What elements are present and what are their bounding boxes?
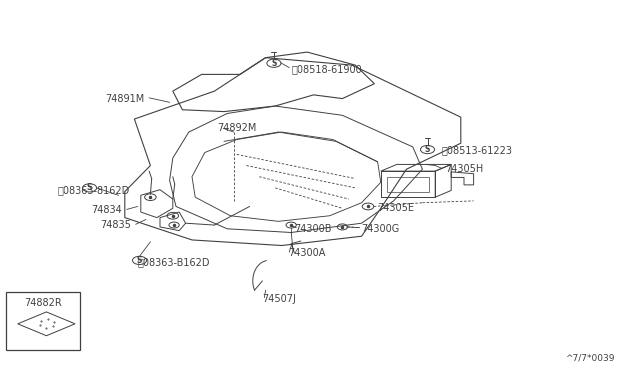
Text: Ⓢ08363-8162D: Ⓢ08363-8162D xyxy=(58,185,130,195)
Text: Ⓢ08363-B162D: Ⓢ08363-B162D xyxy=(138,257,210,267)
Text: S: S xyxy=(271,59,276,68)
Text: Ⓢ08513-61223: Ⓢ08513-61223 xyxy=(442,146,513,155)
Text: 74835: 74835 xyxy=(100,220,131,230)
Text: 74882R: 74882R xyxy=(24,298,62,308)
Text: ^7/7*0039: ^7/7*0039 xyxy=(565,354,614,363)
Text: S: S xyxy=(425,145,430,154)
Text: 74507J: 74507J xyxy=(262,295,296,304)
Text: 74834: 74834 xyxy=(91,205,122,215)
Text: S: S xyxy=(137,256,142,265)
Text: 74305H: 74305H xyxy=(445,164,483,174)
Bar xyxy=(6,292,80,350)
Text: 74891M: 74891M xyxy=(105,94,144,103)
Text: Ⓢ08518-61900: Ⓢ08518-61900 xyxy=(291,64,362,74)
Text: 74300B: 74300B xyxy=(294,224,332,234)
Text: 74892M: 74892M xyxy=(218,124,257,133)
Bar xyxy=(381,171,435,197)
Text: S: S xyxy=(87,183,92,192)
Text: 74305E: 74305E xyxy=(378,203,415,213)
Text: 74300A: 74300A xyxy=(288,248,325,258)
Bar xyxy=(387,177,429,192)
Text: 74300G: 74300G xyxy=(362,224,400,234)
